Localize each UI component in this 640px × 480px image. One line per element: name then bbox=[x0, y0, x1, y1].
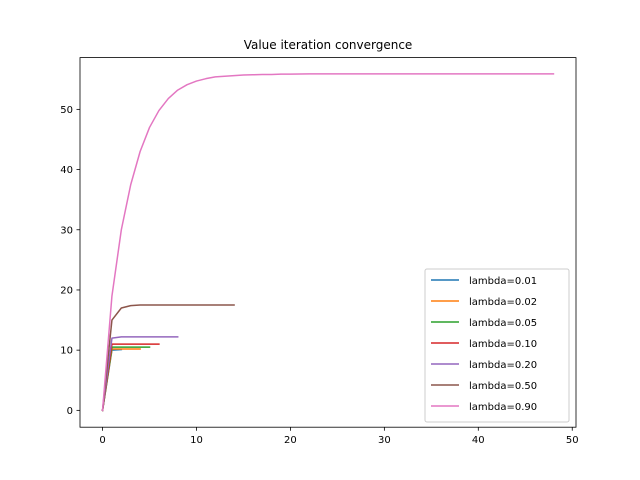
x-tick-label-3: 30 bbox=[378, 435, 391, 446]
chart-title: Value iteration convergence bbox=[244, 38, 413, 52]
x-tick-label-1: 10 bbox=[190, 435, 203, 446]
y-tick-label-5: 50 bbox=[60, 105, 73, 116]
series-line-3 bbox=[101, 343, 160, 412]
x-axis: 0 10 20 30 40 50 bbox=[99, 427, 579, 446]
y-tick-label-2: 20 bbox=[60, 285, 73, 296]
series-line-5 bbox=[101, 304, 235, 412]
x-tick-label-4: 40 bbox=[472, 435, 485, 446]
legend-label-2: lambda=0.05 bbox=[469, 318, 537, 329]
y-axis: 0 10 20 30 40 50 bbox=[60, 105, 80, 417]
axes-frame bbox=[79, 57, 577, 428]
legend-label-1: lambda=0.02 bbox=[469, 297, 537, 308]
legend-label-5: lambda=0.50 bbox=[469, 381, 537, 392]
plot-area bbox=[101, 73, 555, 412]
series-line-4 bbox=[101, 336, 179, 412]
y-tick-label-3: 30 bbox=[60, 225, 73, 236]
x-tick-label-2: 20 bbox=[284, 435, 297, 446]
legend: lambda=0.01 lambda=0.02 lambda=0.05 lambda=… bbox=[424, 268, 570, 423]
legend-label-0: lambda=0.01 bbox=[469, 276, 537, 287]
legend-label-6: lambda=0.90 bbox=[469, 402, 537, 413]
series-line-6 bbox=[101, 73, 555, 412]
legend-label-3: lambda=0.10 bbox=[469, 339, 537, 350]
legend-label-4: lambda=0.20 bbox=[469, 360, 537, 371]
legend-box bbox=[424, 268, 570, 423]
y-tick-label-0: 0 bbox=[67, 406, 73, 417]
x-tick-label-0: 0 bbox=[99, 435, 105, 446]
x-tick-label-5: 50 bbox=[566, 435, 579, 446]
y-tick-label-4: 40 bbox=[60, 165, 73, 176]
y-tick-label-1: 10 bbox=[60, 346, 73, 357]
